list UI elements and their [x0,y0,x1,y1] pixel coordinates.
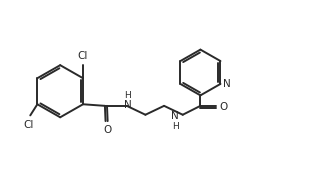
Text: N: N [123,100,131,110]
Text: N: N [171,111,179,121]
Text: H: H [172,122,179,131]
Text: H: H [124,91,131,100]
Text: O: O [220,102,228,112]
Text: O: O [103,125,112,135]
Text: Cl: Cl [23,119,34,130]
Text: Cl: Cl [78,51,88,61]
Text: N: N [223,79,231,89]
